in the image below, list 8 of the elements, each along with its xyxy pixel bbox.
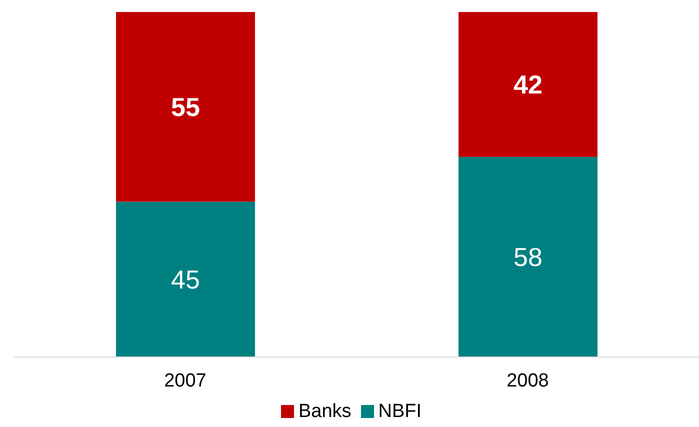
data-label: 42: [514, 70, 542, 100]
data-label: 45: [171, 264, 200, 295]
x-tick-label: 2008: [506, 370, 549, 392]
legend-label: NBFI: [378, 401, 422, 422]
x-tick-label: 2007: [164, 370, 206, 392]
data-label: 58: [514, 242, 542, 272]
data-label: 55: [171, 92, 200, 122]
legend-label: Banks: [298, 401, 352, 422]
